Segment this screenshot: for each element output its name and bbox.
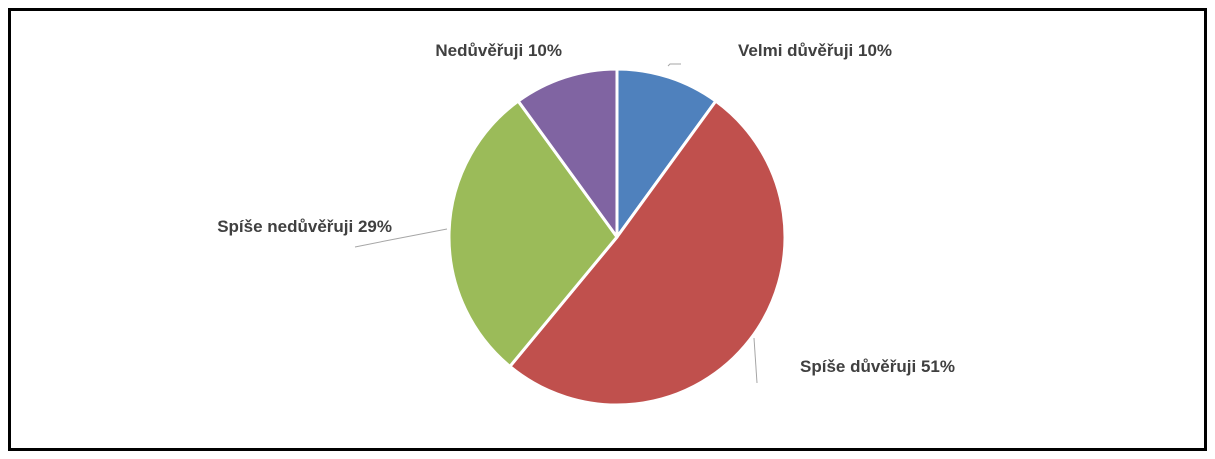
category-name: Spíše nedůvěřuji [217,217,353,236]
leader-line [753,337,758,384]
value-label: 29% [358,217,392,236]
category-name: Nedůvěřuji [435,41,523,60]
pie-slice [516,67,619,239]
value-label: 51% [921,357,955,376]
value-label: 10% [528,41,562,60]
slice-label: Spíše důvěřuji 51% [800,357,955,376]
leader-line [354,228,448,248]
slice-label: Spíše nedůvěřuji 29% [217,217,392,236]
category-name: Velmi důvěřuji [738,41,853,60]
pie-slice [508,99,787,407]
value-label: 10% [858,41,892,60]
pie-slice [447,99,619,368]
leader-line [667,63,681,67]
slice-label: Velmi důvěřuji 10% [738,41,892,60]
pie-slice [615,67,718,239]
pie [447,67,787,407]
category-name: Spíše důvěřuji [800,357,916,376]
slice-label: Nedůvěřuji 10% [435,41,562,60]
